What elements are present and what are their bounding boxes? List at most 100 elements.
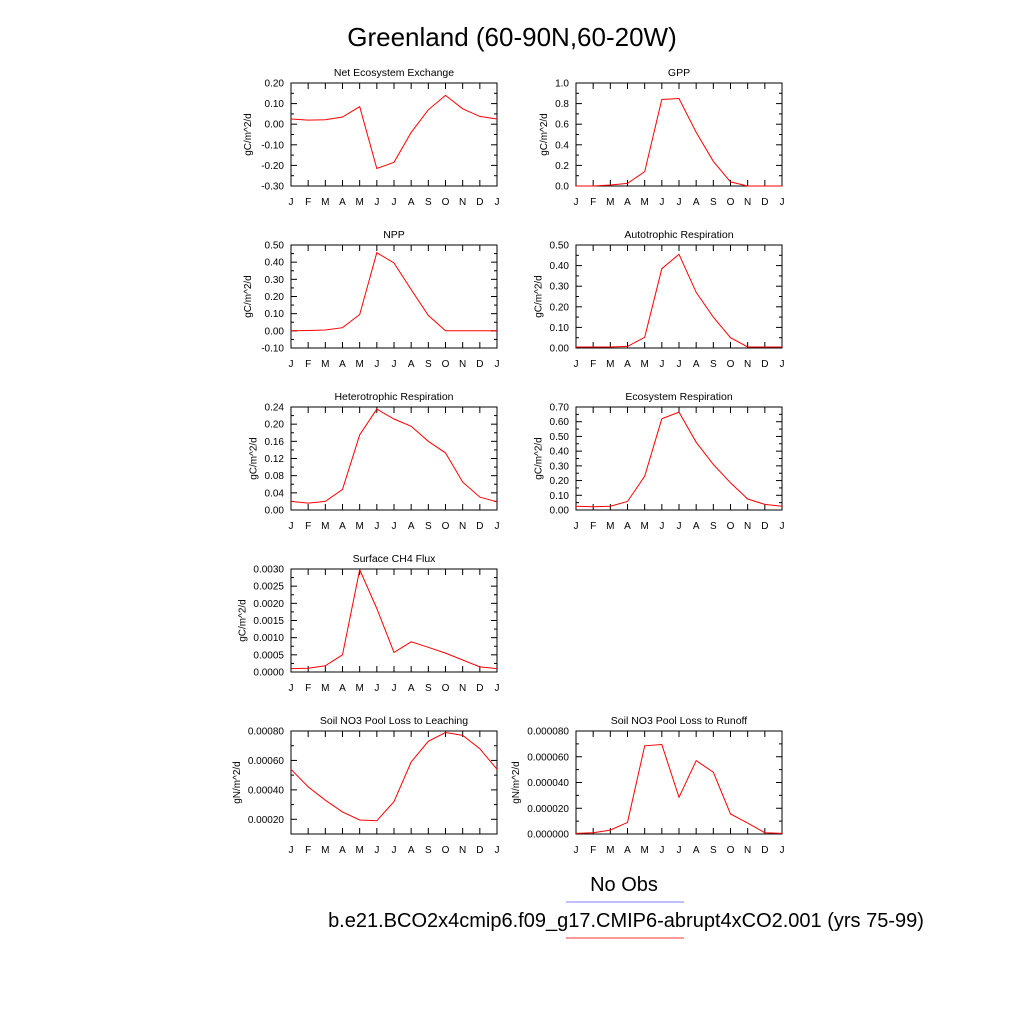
surface-ch4-flux-ytick-label: 0.0005	[253, 650, 284, 661]
surface-ch4-flux-xtick-label: D	[476, 683, 483, 694]
soil-no3-pool-loss-to-leaching-series-line-0	[290, 731, 498, 822]
autotrophic-respiration-ytick-label: 0.20	[550, 302, 570, 313]
ecosystem-respiration-xtick-label: J	[659, 521, 664, 532]
soil-no3-pool-loss-to-runoff-xtick-label: J	[659, 845, 664, 856]
figure-title: Greenland (60-90N,60-20W)	[347, 22, 677, 52]
soil-no3-pool-loss-to-leaching-ylabel: gN/m^2/d	[232, 761, 243, 804]
ecosystem-respiration-xtick-label: O	[727, 521, 735, 532]
heterotrophic-respiration-ytick-label: 0.24	[265, 403, 285, 414]
surface-ch4-flux-xtick-label: M	[355, 683, 363, 694]
net-ecosystem-exchange-xtick-label: J	[289, 197, 294, 208]
soil-no3-pool-loss-to-runoff-xtick-label: J	[677, 845, 682, 856]
autotrophic-respiration-xtick-label: M	[606, 359, 614, 370]
soil-no3-pool-loss-to-runoff-xtick-label: J	[574, 845, 579, 856]
soil-no3-pool-loss-to-leaching-xtick-label: F	[305, 845, 311, 856]
legend: No Obs b.e21.BCO2x4cmip6.f09_g17.CMIP6-a…	[328, 874, 924, 939]
npp-xtick-label: J	[392, 359, 397, 370]
npp-series-line-0	[290, 251, 497, 332]
heterotrophic-respiration-ytick-label: 0.12	[265, 454, 285, 465]
autotrophic-respiration-ytick-label: 0.00	[550, 344, 570, 355]
soil-no3-pool-loss-to-runoff-xtick-label: A	[624, 845, 631, 856]
soil-no3-pool-loss-to-leaching-xtick-label: M	[321, 845, 329, 856]
soil-no3-pool-loss-to-runoff-ylabel: gN/m^2/d	[511, 761, 522, 804]
heterotrophic-respiration-xtick-label: M	[321, 521, 329, 532]
ecosystem-respiration-ytick-label: 0.20	[550, 476, 570, 487]
gpp-xtick-label: A	[693, 197, 700, 208]
net-ecosystem-exchange-xtick-label: F	[305, 197, 311, 208]
surface-ch4-flux-frame	[290, 568, 498, 673]
autotrophic-respiration-frame	[575, 244, 783, 349]
npp-xtick-label: O	[442, 359, 450, 370]
npp-xtick-label: J	[495, 359, 500, 370]
ecosystem-respiration-xtick-label: J	[574, 521, 579, 532]
autotrophic-respiration-xtick-label: N	[744, 359, 751, 370]
soil-no3-pool-loss-to-leaching-xtick-label: D	[476, 845, 483, 856]
soil-no3-pool-loss-to-leaching-xtick-label: M	[355, 845, 363, 856]
gpp-ytick-label: 1.0	[555, 79, 569, 90]
autotrophic-respiration-xtick-label: D	[761, 359, 768, 370]
net-ecosystem-exchange-xtick-label: M	[355, 197, 363, 208]
surface-ch4-flux-ytick-label: 0.0025	[253, 582, 284, 593]
autotrophic-respiration-xtick-label: A	[693, 359, 700, 370]
gpp-xtick-label: J	[780, 197, 785, 208]
ecosystem-respiration-frame	[575, 406, 783, 511]
soil-no3-pool-loss-to-runoff-ytick-label: 0.000060	[527, 752, 569, 763]
heterotrophic-respiration-xtick-label: S	[425, 521, 432, 532]
gpp-ytick-label: 0.0	[555, 182, 569, 193]
heterotrophic-respiration-title: Heterotrophic Respiration	[334, 391, 453, 403]
heterotrophic-respiration-xtick-label: J	[374, 521, 379, 532]
autotrophic-respiration-xtick-label: J	[574, 359, 579, 370]
heterotrophic-respiration-xtick-label: M	[355, 521, 363, 532]
autotrophic-respiration-xtick-label: J	[659, 359, 664, 370]
soil-no3-pool-loss-to-runoff-xtick-label: J	[780, 845, 785, 856]
net-ecosystem-exchange-xtick-label: A	[408, 197, 415, 208]
gpp-xtick-label: S	[710, 197, 717, 208]
soil-no3-pool-loss-to-runoff-xtick-label: A	[693, 845, 700, 856]
autotrophic-respiration-ytick-label: 0.10	[550, 323, 570, 334]
heterotrophic-respiration-xtick-label: O	[442, 521, 450, 532]
heterotrophic-respiration-xtick-label: J	[289, 521, 294, 532]
ecosystem-respiration-title: Ecosystem Respiration	[625, 391, 733, 403]
heterotrophic-respiration-ytick-label: 0.08	[265, 471, 285, 482]
soil-no3-pool-loss-to-runoff-ytick-label: 0.000080	[527, 727, 569, 738]
surface-ch4-flux-xtick-label: M	[321, 683, 329, 694]
soil-no3-pool-loss-to-runoff-series-line-0	[575, 743, 783, 834]
surface-ch4-flux-title: Surface CH4 Flux	[353, 553, 437, 565]
net-ecosystem-exchange-xtick-label: N	[459, 197, 466, 208]
gpp-xtick-label: J	[574, 197, 579, 208]
net-ecosystem-exchange-ytick-label: 0.20	[265, 79, 285, 90]
gpp-xtick-label: A	[624, 197, 631, 208]
soil-no3-pool-loss-to-leaching-xtick-label: J	[495, 845, 500, 856]
ecosystem-respiration-xtick-label: J	[780, 521, 785, 532]
npp-ytick-label: 0.00	[265, 326, 285, 337]
autotrophic-respiration-xtick-label: S	[710, 359, 717, 370]
legend-label-obs: No Obs	[590, 874, 658, 896]
gpp-ytick-label: 0.6	[555, 120, 569, 131]
npp-ytick-label: 0.10	[265, 309, 285, 320]
net-ecosystem-exchange-xtick-label: S	[425, 197, 432, 208]
ecosystem-respiration-xtick-label: A	[693, 521, 700, 532]
heterotrophic-respiration-ytick-label: 0.16	[265, 437, 285, 448]
net-ecosystem-exchange-xtick-label: M	[321, 197, 329, 208]
soil-no3-pool-loss-to-leaching-xtick-label: O	[442, 845, 450, 856]
npp-title: NPP	[383, 229, 405, 241]
net-ecosystem-exchange-xtick-label: O	[442, 197, 450, 208]
gpp-ytick-label: 0.2	[555, 161, 569, 172]
soil-no3-pool-loss-to-leaching-ytick-label: 0.00080	[248, 727, 285, 738]
net-ecosystem-exchange-ytick-label: 0.00	[265, 120, 285, 131]
npp-ylabel: gC/m^2/d	[243, 275, 254, 318]
ecosystem-respiration-xtick-label: D	[761, 521, 768, 532]
autotrophic-respiration-xtick-label: A	[624, 359, 631, 370]
ecosystem-respiration-ytick-label: 0.70	[550, 403, 570, 414]
surface-ch4-flux-xtick-label: O	[442, 683, 450, 694]
ecosystem-respiration-xtick-label: F	[590, 521, 596, 532]
soil-no3-pool-loss-to-leaching-xtick-label: A	[408, 845, 415, 856]
gpp-ytick-label: 0.4	[555, 140, 569, 151]
autotrophic-respiration-title: Autotrophic Respiration	[624, 229, 733, 241]
autotrophic-respiration-ylabel: gC/m^2/d	[534, 275, 545, 318]
npp-ytick-label: -0.10	[261, 344, 284, 355]
surface-ch4-flux-xtick-label: J	[495, 683, 500, 694]
